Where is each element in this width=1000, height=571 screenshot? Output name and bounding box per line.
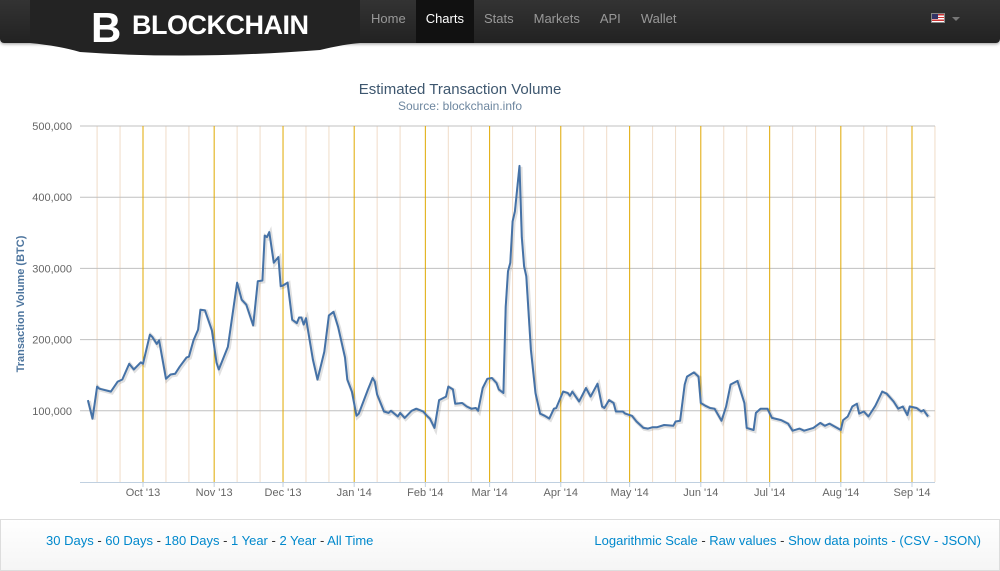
main-nav: Home Charts Stats Markets API Wallet xyxy=(361,0,686,43)
x-tick-label: Oct '13 xyxy=(126,487,161,499)
json-export-link[interactable]: JSON xyxy=(941,533,977,548)
chart-options-footer: 30 Days - 60 Days - 180 Days - 1 Year - … xyxy=(0,519,1000,571)
logo-banner-shape xyxy=(30,0,360,56)
x-tick-label: Sep '14 xyxy=(894,487,931,499)
display-option-links: Logarithmic Scale - Raw values - Show da… xyxy=(594,533,981,548)
chart: 100,000 200,000 300,000 400,000 500,000 Oct '… xyxy=(15,121,936,499)
x-tick-label: Dec '13 xyxy=(265,487,302,499)
raw-values-link[interactable]: Raw values xyxy=(709,533,777,548)
series-line-shadow xyxy=(86,166,931,436)
y-axis-title: Transaction Volume (BTC) xyxy=(15,235,27,372)
svg-text:B: B xyxy=(91,4,121,50)
y-tick-label: 400,000 xyxy=(32,192,72,204)
separator: - xyxy=(219,533,232,548)
series-line xyxy=(86,164,929,432)
show-data-points-link[interactable]: Show data points xyxy=(788,533,888,548)
x-tick-label: Jul '14 xyxy=(754,487,785,499)
separator: - xyxy=(152,533,165,548)
nav-home[interactable]: Home xyxy=(371,11,406,26)
brand-logo[interactable]: B BLOCKCHAIN xyxy=(30,0,360,56)
x-tick-label: Nov '13 xyxy=(196,487,233,499)
range-60-days[interactable]: 60 Days xyxy=(105,533,153,548)
nav-wallet[interactable]: Wallet xyxy=(640,11,677,26)
y-tick-label: 200,000 xyxy=(32,335,72,347)
chevron-down-icon[interactable] xyxy=(952,17,960,21)
y-tick-label: 500,000 xyxy=(32,121,72,133)
nav-charts[interactable]: Charts xyxy=(415,0,474,43)
separator: ) xyxy=(976,533,981,548)
x-tick-label: Aug '14 xyxy=(822,487,859,499)
separator: - xyxy=(267,533,280,548)
bitcoin-b-logo-icon: B xyxy=(91,4,121,50)
separator: - xyxy=(930,533,942,548)
nav-stats[interactable]: Stats xyxy=(483,11,514,26)
separator: - ( xyxy=(887,533,904,548)
x-tick-label: Apr '14 xyxy=(544,487,579,499)
range-2-year[interactable]: 2 Year xyxy=(279,533,317,548)
x-tick-label: Jan '14 xyxy=(337,487,372,499)
nav-markets[interactable]: Markets xyxy=(533,11,580,26)
x-tick-label: May '14 xyxy=(611,487,649,499)
logarithmic-scale-link[interactable]: Logarithmic Scale xyxy=(594,533,698,548)
range-all-time[interactable]: All Time xyxy=(327,533,374,548)
separator: - xyxy=(93,533,106,548)
x-tick-label: Jun '14 xyxy=(683,487,718,499)
chart-title: Estimated Transaction Volume xyxy=(358,81,562,98)
range-30-days[interactable]: 30 Days xyxy=(46,533,94,548)
y-tick-label: 100,000 xyxy=(32,406,72,418)
range-180-days[interactable]: 180 Days xyxy=(164,533,220,548)
x-tick-label: Feb '14 xyxy=(407,487,443,499)
x-tick-label: Mar '14 xyxy=(471,487,507,499)
y-tick-label: 300,000 xyxy=(32,263,72,275)
top-navbar: B BLOCKCHAIN Home Charts Stats Markets A… xyxy=(0,0,1000,56)
range-1-year[interactable]: 1 Year xyxy=(231,533,268,548)
separator: - xyxy=(316,533,328,548)
nav-api[interactable]: API xyxy=(599,11,621,26)
separator: - xyxy=(776,533,789,548)
us-flag-icon[interactable] xyxy=(931,13,945,23)
separator: - xyxy=(697,533,710,548)
time-range-links: 30 Days - 60 Days - 180 Days - 1 Year - … xyxy=(46,533,373,548)
brand-name: BLOCKCHAIN xyxy=(132,10,309,40)
csv-export-link[interactable]: CSV xyxy=(903,533,931,548)
chart-subtitle: Source: blockchain.info xyxy=(397,99,523,113)
